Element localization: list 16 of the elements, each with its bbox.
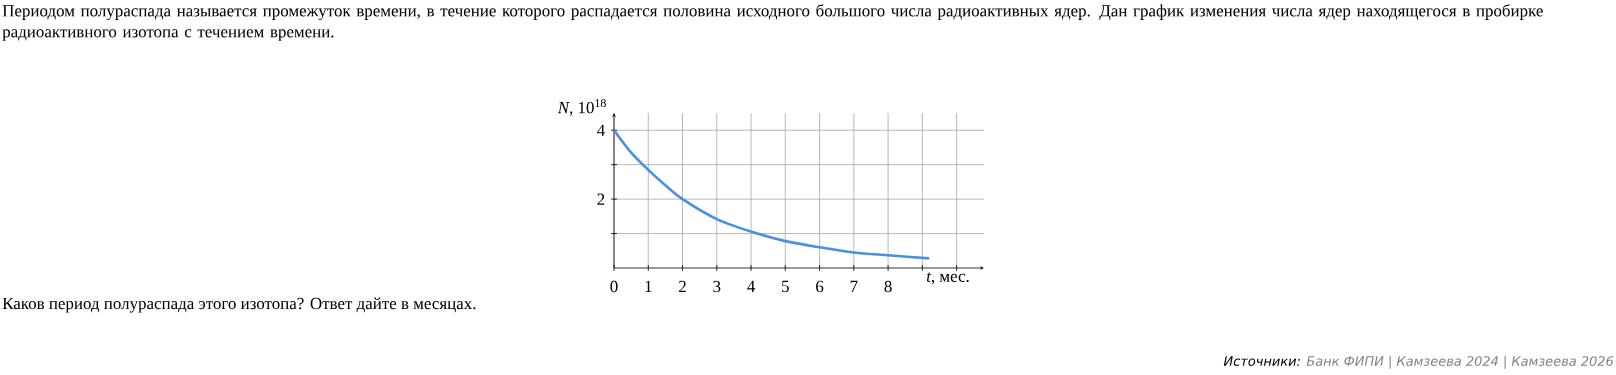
text: Банк ФИПИ | Камзеева 2024 | Камзеева 2026 (1306, 355, 1614, 369)
chart-title: Периодом полураспада называется промежуток времени, в течение которого распадается половина исходного большого числа радиоактивных ядер. Дан график изменения числа ядер находящегося в пробирке радиоактивного изотопа с течением времени. (2, 4, 1543, 41)
line-series (612, 128, 931, 260)
x-tick-label: 2 (679, 280, 686, 293)
x-tick-label: 8 (884, 280, 892, 293)
y-axis-title: N, 10$^{18}$ (557, 99, 606, 116)
x-tick-label: 5 (782, 280, 789, 293)
x-tick-label: 6 (816, 280, 824, 293)
x-tick-label: 0 (610, 280, 618, 293)
x-tick-label: 3 (713, 280, 721, 293)
x-axis-title: t, мес. (926, 272, 969, 285)
text: Каков период полураспада этого изотопа? Ответ дайте в месяцах. (2, 297, 476, 313)
x-tick-label: 1 (645, 280, 652, 292)
x-tick-label: 4 (747, 280, 756, 292)
text: Источники: (1223, 356, 1300, 366)
x-tick-label: 7 (850, 280, 858, 292)
